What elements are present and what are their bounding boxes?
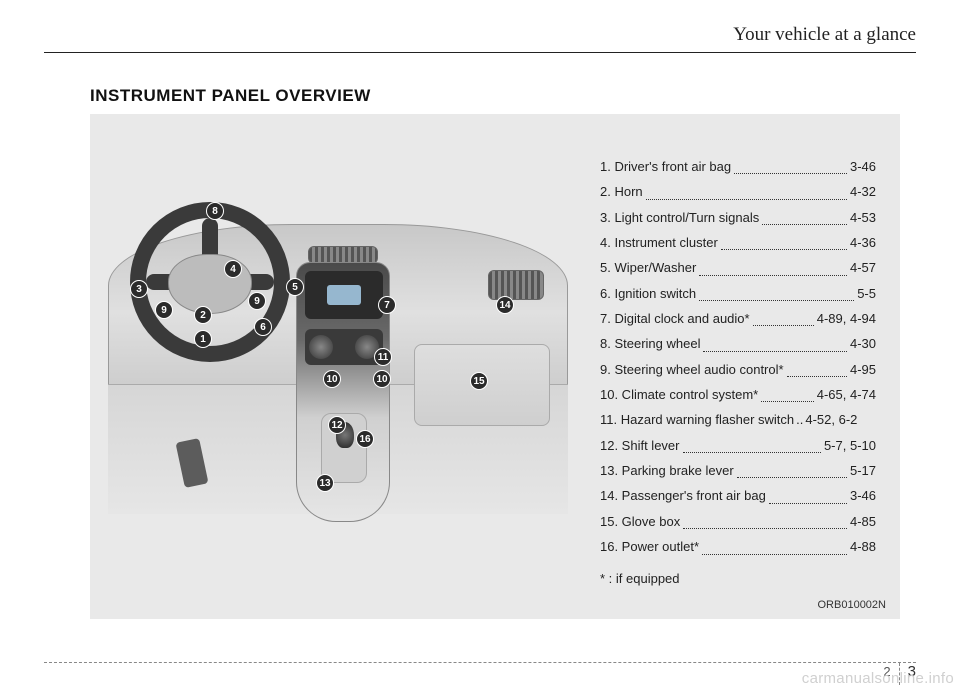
callout-marker: 7 [378,296,396,314]
legend-item-leader [787,357,847,377]
callout-marker: 6 [254,318,272,336]
legend-item-page: 5-7, 5-10 [824,433,876,458]
legend-item-label: 4. Instrument cluster [600,230,718,255]
legend-item-leader [769,483,847,503]
watermark-text: carmanualsonline.info [802,670,954,687]
legend-item-label: 8. Steering wheel [600,331,700,356]
legend-item: 4. Instrument cluster 4-36 [600,230,876,255]
legend-item-leader [702,534,847,554]
legend-item-page: 4-30 [850,331,876,356]
legend-item-label: 1. Driver's front air bag [600,154,731,179]
callout-marker: 1 [194,330,212,348]
callout-marker: 15 [470,372,488,390]
legend-item: 16. Power outlet* 4-88 [600,534,876,559]
callout-marker: 9 [155,301,173,319]
legend-item-page: 4-85 [850,509,876,534]
legend-item-leader [699,255,847,275]
legend-item-page: 4-65, 4-74 [817,382,876,407]
legend-item: 7. Digital clock and audio* 4-89, 4-94 [600,306,876,331]
legend-item-label: 6. Ignition switch [600,281,696,306]
legend-item-page: 4-36 [850,230,876,255]
legend-item-page: 5-17 [850,458,876,483]
manual-page: Your vehicle at a glance INSTRUMENT PANE… [0,0,960,689]
legend-item-page: 4-53 [850,205,876,230]
running-header: Your vehicle at a glance [733,24,916,46]
legend-item: 15. Glove box 4-85 [600,509,876,534]
legend-item-leader [683,509,847,529]
legend-item-label: 9. Steering wheel audio control* [600,357,784,382]
legend-item: 1. Driver's front air bag 3-46 [600,154,876,179]
legend-item-leader [646,179,847,199]
callout-marker: 11 [374,348,392,366]
callout-marker: 14 [496,296,514,314]
legend-item-label: 2. Horn [600,179,643,204]
legend-item-leader [703,331,847,351]
callout-marker: 16 [356,430,374,448]
legend-item-label: 3. Light control/Turn signals [600,205,759,230]
legend-item: 11. Hazard warning flasher switch..4-52,… [600,407,876,432]
legend-item-label: 10. Climate control system* [600,382,758,407]
legend-item-page: 4-89, 4-94 [817,306,876,331]
legend-item-label: 5. Wiper/Washer [600,255,696,280]
footer-rule [44,662,916,663]
callout-marker: 9 [248,292,266,310]
legend-item-page: 3-46 [850,483,876,508]
section-title: INSTRUMENT PANEL OVERVIEW [90,86,371,106]
legend-item: 9. Steering wheel audio control* 4-95 [600,357,876,382]
callout-marker: 4 [224,260,242,278]
legend-item: 10. Climate control system* 4-65, 4-74 [600,382,876,407]
header-rule [44,52,916,53]
figure-code: ORB010002N [818,599,887,611]
legend-item-leader [753,306,814,326]
legend-item: 5. Wiper/Washer 4-57 [600,255,876,280]
legend-item-label: 7. Digital clock and audio* [600,306,750,331]
legend-list: 1. Driver's front air bag 3-46 2. Horn 4-32… [600,154,876,591]
dashboard-illustration: 12345678991010111213141516 [108,154,568,534]
legend-item-label: 12. Shift lever [600,433,680,458]
legend-item-leader [699,281,854,301]
legend-item-leader [761,382,814,402]
legend-item-page: 4-52, 6-2 [805,407,857,432]
callout-marker: 12 [328,416,346,434]
legend-item: 12. Shift lever 5-7, 5-10 [600,433,876,458]
callout-marker: 2 [194,306,212,324]
legend-item: 14. Passenger's front air bag 3-46 [600,483,876,508]
legend-item: 6. Ignition switch 5-5 [600,281,876,306]
legend-item-page: 4-88 [850,534,876,559]
legend-item-leader [737,458,847,478]
legend-item: 8. Steering wheel 4-30 [600,331,876,356]
callout-marker: 8 [206,202,224,220]
callout-marker: 3 [130,280,148,298]
legend-item-leader [721,230,847,250]
legend-footnote: * : if equipped [600,566,876,591]
legend-item-page: 4-95 [850,357,876,382]
legend-item-leader [734,154,847,174]
callout-marker: 5 [286,278,304,296]
legend-item-label: 11. Hazard warning flasher switch [600,407,794,432]
legend-item-label: 13. Parking brake lever [600,458,734,483]
legend-item: 13. Parking brake lever 5-17 [600,458,876,483]
callout-marker: 10 [373,370,391,388]
legend-item-label: 14. Passenger's front air bag [600,483,766,508]
callout-marker: 13 [316,474,334,492]
legend-item-leader [762,205,847,225]
legend-item: 3. Light control/Turn signals 4-53 [600,205,876,230]
callout-marker: 10 [323,370,341,388]
legend-item-page: 4-32 [850,179,876,204]
legend-item-label: 15. Glove box [600,509,680,534]
legend-item: 2. Horn 4-32 [600,179,876,204]
legend-item-page: 5-5 [857,281,876,306]
content-panel: 12345678991010111213141516 1. Driver's f… [90,114,900,619]
legend-item-label: 16. Power outlet* [600,534,699,559]
legend-item-page: 3-46 [850,154,876,179]
legend-item-leader [683,433,821,453]
legend-item-page: 4-57 [850,255,876,280]
